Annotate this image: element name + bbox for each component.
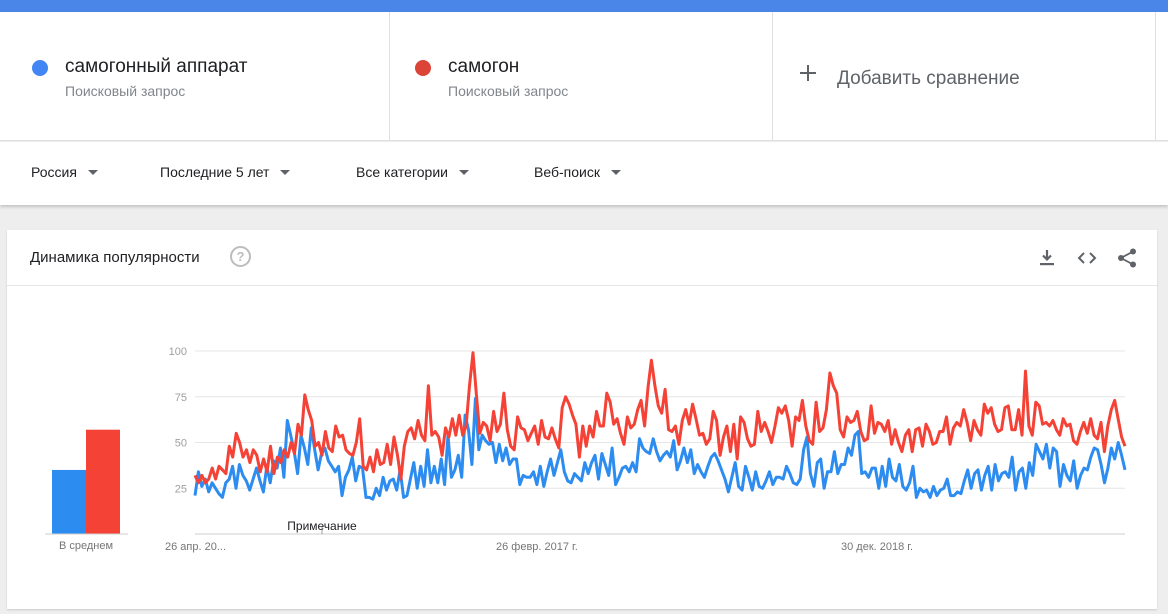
average-label: В среднем: [59, 540, 113, 552]
note-label: Примечание: [287, 519, 357, 533]
search-type-dropdown[interactable]: Веб-поиск: [534, 164, 621, 180]
filter-bar: Россия Последние 5 лет Все категории Веб…: [0, 142, 1168, 205]
category-dropdown[interactable]: Все категории: [356, 164, 469, 180]
y-tick-label: 100: [169, 346, 187, 358]
region-dropdown[interactable]: Россия: [31, 164, 98, 180]
add-comparison-label: Добавить сравнение: [837, 68, 1020, 89]
chart-area: 25 50 75 100 В среднем Примечание 26 апр. 20..…: [7, 287, 1157, 609]
x-tick-label: 26 февр. 2017 г.: [496, 541, 578, 553]
average-bar: [86, 429, 120, 534]
chevron-down-icon: [280, 169, 291, 175]
series-line: [193, 351, 1127, 485]
term-color-dot: [32, 60, 48, 76]
term-card-2[interactable]: самогон Поисковый запрос: [390, 12, 773, 141]
y-tick-label: 25: [175, 483, 187, 495]
x-tick-label: 30 дек. 2018 г.: [841, 541, 913, 553]
comparison-terms-bar: самогонный аппарат Поисковый запрос само…: [0, 12, 1168, 141]
term-name[interactable]: самогон: [448, 56, 520, 77]
y-tick-label: 50: [175, 438, 187, 450]
chevron-down-icon: [458, 169, 469, 175]
chevron-down-icon: [610, 169, 621, 175]
series-line: [193, 397, 1127, 501]
help-icon[interactable]: ?: [230, 246, 251, 267]
embed-icon[interactable]: [1075, 246, 1099, 270]
chevron-down-icon: [87, 169, 98, 175]
interest-over-time-panel: Динамика популярности ? 25 50 75 100 В средн…: [7, 230, 1157, 609]
period-dropdown[interactable]: Последние 5 лет: [160, 164, 291, 180]
trend-chart[interactable]: 25 50 75 100 В среднем Примечание 26 апр. 20..…: [7, 287, 1157, 609]
top-accent-bar: [0, 0, 1168, 12]
share-icon[interactable]: [1115, 246, 1139, 270]
term-color-dot: [415, 60, 431, 76]
term-type: Поисковый запрос: [65, 83, 186, 99]
term-type: Поисковый запрос: [448, 83, 569, 99]
y-tick-label: 75: [175, 392, 187, 404]
plus-icon: [797, 62, 819, 84]
search-type-value: Веб-поиск: [534, 164, 600, 180]
panel-header: Динамика популярности ?: [7, 230, 1157, 286]
x-tick-label: 26 апр. 20...: [165, 541, 226, 553]
term-name[interactable]: самогонный аппарат: [65, 56, 248, 77]
average-bar: [52, 469, 86, 534]
region-value: Россия: [31, 164, 77, 180]
term-card-1[interactable]: самогонный аппарат Поисковый запрос: [7, 12, 390, 141]
panel-title: Динамика популярности: [30, 249, 200, 266]
add-comparison-button[interactable]: Добавить сравнение: [773, 12, 1156, 141]
download-icon[interactable]: [1035, 246, 1059, 270]
period-value: Последние 5 лет: [160, 164, 270, 180]
category-value: Все категории: [356, 164, 448, 180]
